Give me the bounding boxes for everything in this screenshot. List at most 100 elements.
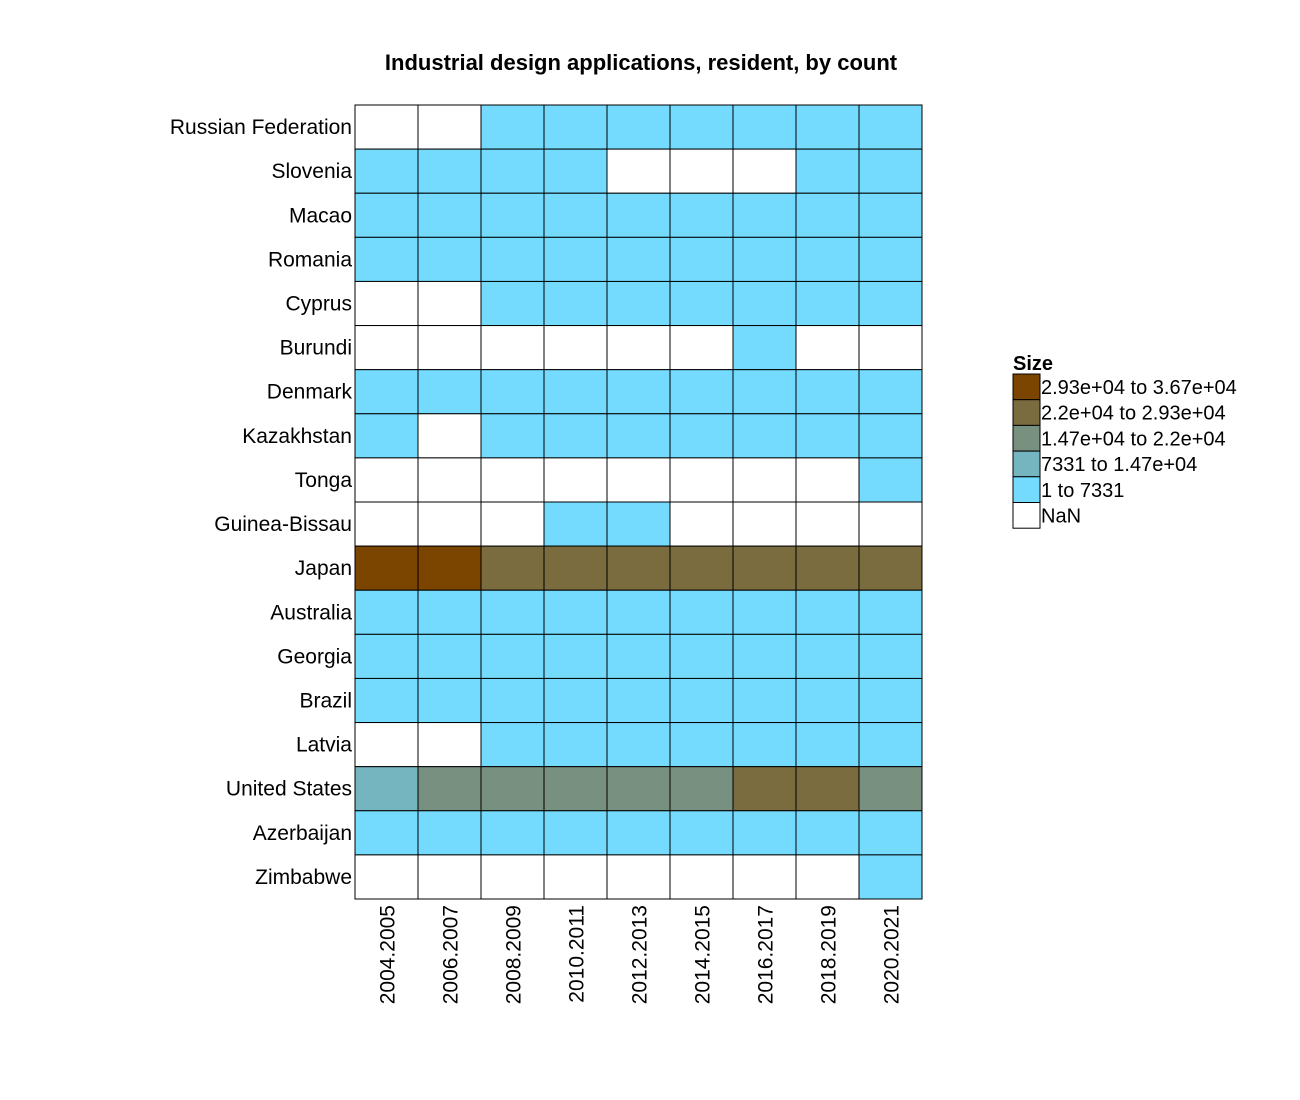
heatmap-cell — [732, 280, 797, 327]
heatmap-cell — [669, 104, 734, 150]
heatmap-cell — [669, 501, 734, 547]
heatmap-cell — [417, 722, 482, 768]
heatmap-cell — [543, 677, 608, 724]
heatmap-cell — [354, 677, 419, 724]
legend-swatch — [1012, 476, 1041, 503]
heatmap-cell — [732, 148, 797, 194]
heatmap-cell — [417, 192, 482, 238]
heatmap-cell — [354, 501, 419, 547]
column-label: 2016.2017 — [755, 905, 778, 1004]
row-labels: Russian Federation Slovenia Macao Romania Cy… — [170, 116, 353, 889]
heatmap-cell — [543, 148, 608, 194]
heatmap-cell — [732, 545, 797, 591]
heatmap-cell — [606, 192, 671, 238]
heatmap-cell — [732, 325, 797, 371]
heatmap-cell — [732, 810, 797, 856]
heatmap-cell — [417, 325, 482, 371]
heatmap-cell — [543, 369, 608, 415]
heatmap-cell — [795, 766, 860, 812]
heatmap-cell — [606, 369, 671, 415]
row-label: Slovenia — [271, 160, 352, 183]
column-label: 2004.2005 — [377, 905, 400, 1004]
column-label: 2012.2013 — [629, 905, 652, 1004]
heatmap-cell — [543, 810, 608, 856]
heatmap-cell — [480, 589, 545, 635]
heatmap-cell — [417, 104, 482, 150]
heatmap-cell — [417, 589, 482, 635]
heatmap-cell — [480, 722, 545, 768]
heatmap-cell — [543, 280, 608, 327]
column-label: 2006.2007 — [440, 905, 463, 1004]
heatmap-cell — [606, 413, 671, 459]
heatmap-cell — [858, 236, 923, 282]
heatmap-cell — [858, 589, 923, 635]
legend: Size 2.93e+04 to 3.67e+04 2.2e+04 to 2.93… — [1012, 353, 1237, 529]
heatmap-cell — [480, 369, 545, 415]
legend-swatch — [1012, 502, 1041, 529]
heatmap-cell — [732, 722, 797, 768]
heatmap-cell — [669, 192, 734, 238]
heatmap-cell — [606, 148, 671, 194]
heatmap-cell — [669, 413, 734, 459]
heatmap-cell — [669, 854, 734, 900]
heatmap-cell — [795, 236, 860, 282]
heatmap-cell — [480, 148, 545, 194]
heatmap-cell — [732, 633, 797, 679]
heatmap-cell — [354, 104, 419, 150]
heatmap-cell — [480, 677, 545, 724]
heatmap-cell — [543, 325, 608, 371]
heatmap-cell — [480, 766, 545, 812]
heatmap-cell — [480, 192, 545, 238]
heatmap-cell — [417, 369, 482, 415]
heatmap-cell — [606, 722, 671, 768]
heatmap-cell — [543, 633, 608, 679]
row-label: Australia — [270, 601, 352, 624]
heatmap-cell — [732, 192, 797, 238]
heatmap-cell — [354, 369, 419, 415]
heatmap-cell — [795, 192, 860, 238]
heatmap-cell — [732, 854, 797, 900]
heatmap-cell — [480, 236, 545, 282]
heatmap-cell — [795, 633, 860, 679]
heatmap-cell — [795, 545, 860, 591]
heatmap-cell — [795, 280, 860, 327]
heatmap-cell — [858, 722, 923, 768]
heatmap-cell — [669, 457, 734, 503]
column-label: 2008.2009 — [503, 905, 526, 1004]
heatmap-cell — [480, 633, 545, 679]
legend-label: 2.2e+04 to 2.93e+04 — [1041, 403, 1226, 425]
heatmap-cell — [669, 280, 734, 327]
row-label: Georgia — [277, 645, 352, 668]
heatmap-cell — [480, 325, 545, 371]
heatmap-cell — [795, 369, 860, 415]
heatmap-cell — [606, 236, 671, 282]
column-labels: 2004.2005 2006.2007 2008.2009 2010.2011 2012… — [377, 905, 904, 1004]
heatmap-cell — [606, 545, 671, 591]
row-label: Guinea-Bissau — [214, 513, 352, 536]
heatmap-cell — [543, 104, 608, 150]
heatmap-cell — [858, 633, 923, 679]
heatmap-cell — [858, 369, 923, 415]
heatmap-cell — [543, 766, 608, 812]
heatmap-cell — [606, 325, 671, 371]
heatmap-cell — [795, 501, 860, 547]
heatmap-cell — [858, 280, 923, 327]
legend-swatch — [1012, 450, 1041, 478]
heatmap-cell — [543, 854, 608, 900]
heatmap-cell — [669, 766, 734, 812]
heatmap-cell — [858, 677, 923, 724]
heatmap-cell — [480, 854, 545, 900]
heatmap-cell — [858, 413, 923, 459]
column-label: 2020.2021 — [881, 905, 904, 1004]
heatmap-cell — [354, 722, 419, 768]
row-label: Macao — [289, 204, 352, 227]
heatmap-cell — [606, 104, 671, 150]
heatmap-cell — [858, 766, 923, 812]
heatmap-cell — [417, 148, 482, 194]
heatmap-cell — [417, 766, 482, 812]
heatmap-cell — [417, 501, 482, 547]
heatmap-cell — [480, 413, 545, 459]
heatmap-cell — [858, 501, 923, 547]
heatmap-cell — [858, 148, 923, 194]
